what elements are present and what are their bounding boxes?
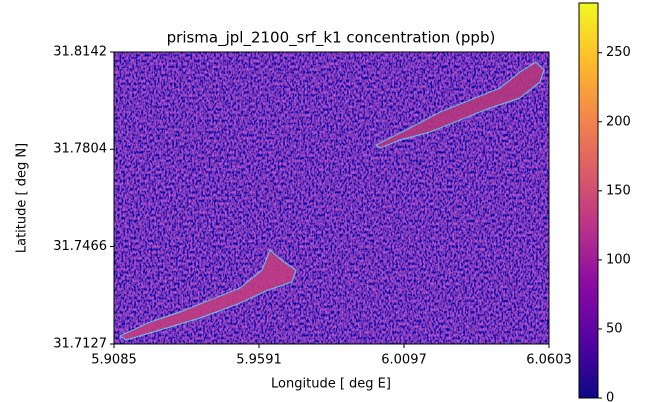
x-axis-label: Longitude [ deg E] [271,377,391,392]
y-tick-label: 31.7127 [53,337,107,352]
colorbar [578,2,599,399]
colorbar-tick-label: 150 [606,183,631,198]
x-tick-label: 5.9591 [236,353,282,368]
colorbar-tick-label: 100 [606,252,631,267]
chart-title: prisma_jpl_2100_srf_k1 concentration (pp… [167,29,496,48]
colorbar-tick-label: 200 [606,114,631,129]
colorbar-tick-label: 0 [606,391,614,402]
plume-outline [118,248,297,341]
plume-outline [374,61,545,149]
x-tick-label: 6.0097 [381,353,427,368]
colorbar-tick-label: 50 [606,321,623,336]
colorbar-tick-label: 250 [606,45,631,60]
heatmap-image [114,52,549,344]
plot-frame [113,51,550,345]
x-tick-label: 6.0603 [526,353,572,368]
x-tick-label: 5.9085 [91,353,137,368]
y-axis-label: Latitude [ deg N] [15,143,30,253]
y-tick-label: 31.7804 [53,142,107,157]
y-tick-label: 31.8142 [53,45,107,60]
y-tick-label: 31.7466 [53,239,107,254]
